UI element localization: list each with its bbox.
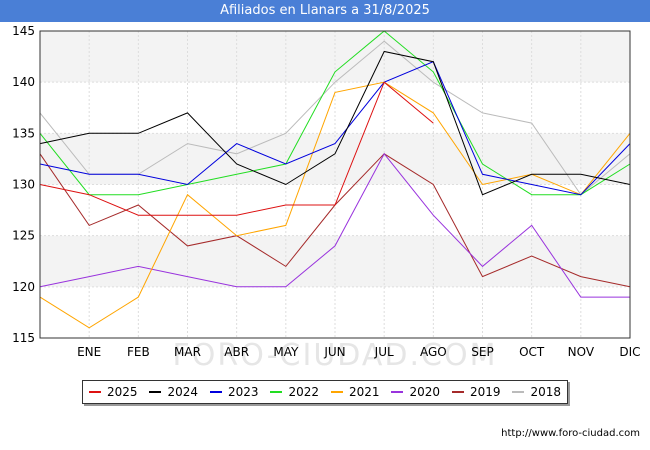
- x-axis-ticks: ENE FEB MAR ABR MAY JUN JUL AGO SEP OCT NOV DIC: [77, 345, 640, 359]
- legend-swatch: [512, 391, 525, 393]
- x-tick-label: ENE: [77, 345, 101, 359]
- source-url: http://www.foro-ciudad.com: [501, 428, 640, 439]
- legend-label: 2025: [106, 385, 138, 399]
- y-tick-label: 120: [12, 280, 35, 294]
- y-tick-label: 130: [12, 178, 35, 192]
- y-tick-label: 145: [12, 24, 35, 38]
- legend-label: 2021: [348, 385, 380, 399]
- legend-item-2019: 2019: [451, 385, 501, 399]
- series-line-2025: [39, 81, 434, 216]
- legend-label: 2018: [530, 385, 562, 399]
- y-tick-label: 135: [12, 126, 35, 140]
- legend-item-2024: 2024: [149, 385, 198, 399]
- legend-swatch: [88, 391, 101, 393]
- axes: [39, 30, 631, 339]
- legend-label: 2020: [409, 385, 441, 399]
- legend-swatch: [451, 391, 464, 393]
- y-axis-ticks: 115 120 125 130 135 140 145: [12, 24, 35, 345]
- x-tick-label: DIC: [619, 345, 640, 359]
- x-tick-label: SEP: [471, 345, 493, 359]
- legend-label: 2019: [469, 385, 501, 399]
- legend-label: 2022: [288, 385, 320, 399]
- x-tick-label: NOV: [568, 345, 595, 359]
- legend-swatch: [209, 391, 222, 393]
- watermark-text: FORO-CIUDAD.COM: [173, 338, 498, 373]
- x-tick-label: AGO: [420, 345, 447, 359]
- x-tick-label: MAR: [174, 345, 201, 359]
- series-line-2022: [39, 30, 631, 196]
- legend-item-2020: 2020: [391, 385, 440, 399]
- legend-swatch: [330, 391, 343, 393]
- legend-item-2022: 2022: [270, 385, 319, 399]
- chart-title: Afiliados en Llanars a 31/8/2025: [0, 0, 650, 22]
- legend-swatch: [391, 391, 404, 393]
- legend-item-2018: 2018: [512, 385, 561, 399]
- legend-item-2025: 2025: [88, 385, 138, 399]
- legend-label: 2023: [227, 385, 259, 399]
- y-tick-label: 115: [12, 331, 35, 345]
- series-line-2020: [39, 152, 630, 298]
- legend-item-2021: 2021: [330, 385, 380, 399]
- legend-item-2023: 2023: [209, 385, 259, 399]
- legend: 2025 2024 2023 2022 2021 2020 2019 2018: [82, 380, 568, 404]
- y-tick-label: 125: [12, 229, 35, 243]
- legend-label: 2024: [167, 385, 199, 399]
- y-tick-label: 140: [12, 75, 35, 89]
- series-line-2024: [39, 50, 631, 196]
- x-tick-label: MAY: [273, 345, 299, 359]
- x-tick-label: JUN: [323, 345, 345, 359]
- x-tick-label: JUL: [374, 345, 394, 359]
- legend-swatch: [149, 391, 162, 393]
- plot-frame: [39, 30, 631, 339]
- x-tick-label: OCT: [519, 345, 545, 359]
- x-tick-label: FEB: [127, 345, 150, 359]
- series-line-2023: [39, 61, 631, 196]
- legend-swatch: [270, 391, 283, 393]
- x-tick-label: ABR: [224, 345, 249, 359]
- series-group: [39, 30, 631, 329]
